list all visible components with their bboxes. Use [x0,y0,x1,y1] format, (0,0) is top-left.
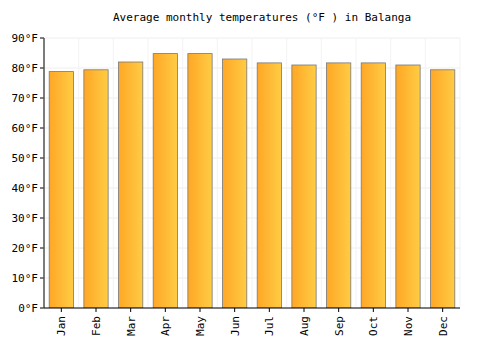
grid-line-vertical [425,38,426,308]
x-tick [338,308,339,312]
x-tick-label: Apr [159,316,172,336]
y-tick [40,98,44,99]
y-tick [40,188,44,189]
y-tick [40,248,44,249]
y-tick-label: 50°F [12,152,39,165]
grid-line-vertical [44,38,45,308]
bar [292,65,316,308]
bar [396,65,420,308]
bar [223,59,247,308]
x-tick-label: Mar [125,316,138,336]
grid-line-vertical [148,38,149,308]
x-tick-label: Dec [437,316,450,336]
x-tick [408,308,409,312]
y-tick [40,38,44,39]
bar [188,54,212,308]
grid-line-vertical [182,38,183,308]
y-tick-label: 0°F [18,302,38,315]
grid-line-vertical [286,38,287,308]
y-tick [40,308,44,309]
title: Average monthly temperatures (°F ) in Ba… [113,11,411,24]
y-tick [40,278,44,279]
y-tick [40,68,44,69]
grid-line-vertical [113,38,114,308]
grid-line [44,308,460,309]
chart-container: Average monthly temperatures (°F ) in Ba… [0,0,500,350]
x-tick [200,308,201,312]
x-tick [373,308,374,312]
x-tick-label: Jul [263,316,276,336]
x-tick-label: Oct [367,316,380,336]
x-tick-label: Jan [55,316,68,336]
x-tick [269,308,270,312]
x-axis [44,308,460,309]
y-tick-label: 90°F [12,32,39,45]
grid-line-vertical [460,38,461,308]
y-tick-label: 60°F [12,122,39,135]
bar [49,72,73,308]
bar [361,63,385,308]
y-tick-label: 10°F [12,272,39,285]
chart-svg: Average monthly temperatures (°F ) in Ba… [0,0,500,350]
bar [327,63,351,308]
x-tick-label: Jun [229,316,242,336]
y-axis [44,38,45,308]
bar [257,63,281,308]
x-tick [130,308,131,312]
x-tick [304,308,305,312]
bar [119,62,143,308]
x-tick [442,308,443,312]
x-tick [61,308,62,312]
y-tick-label: 30°F [12,212,39,225]
x-tick-label: May [194,316,207,336]
bar [84,70,108,308]
bar [431,70,455,308]
y-tick [40,158,44,159]
y-tick [40,218,44,219]
grid-line-vertical [78,38,79,308]
y-tick-label: 80°F [12,62,39,75]
grid-line-vertical [217,38,218,308]
y-tick [40,128,44,129]
x-tick [165,308,166,312]
x-tick-label: Feb [90,316,103,336]
x-tick [96,308,97,312]
grid-line-vertical [321,38,322,308]
x-tick [234,308,235,312]
x-tick-label: Aug [298,316,311,336]
y-tick-label: 40°F [12,182,39,195]
bars [49,54,455,308]
grid-line-vertical [390,38,391,308]
y-tick-label: 20°F [12,242,39,255]
grid-line-vertical [252,38,253,308]
bar [153,54,177,308]
grid-line-vertical [356,38,357,308]
x-tick-label: Sep [333,316,346,336]
y-tick-label: 70°F [12,92,39,105]
x-tick-label: Nov [402,316,415,336]
